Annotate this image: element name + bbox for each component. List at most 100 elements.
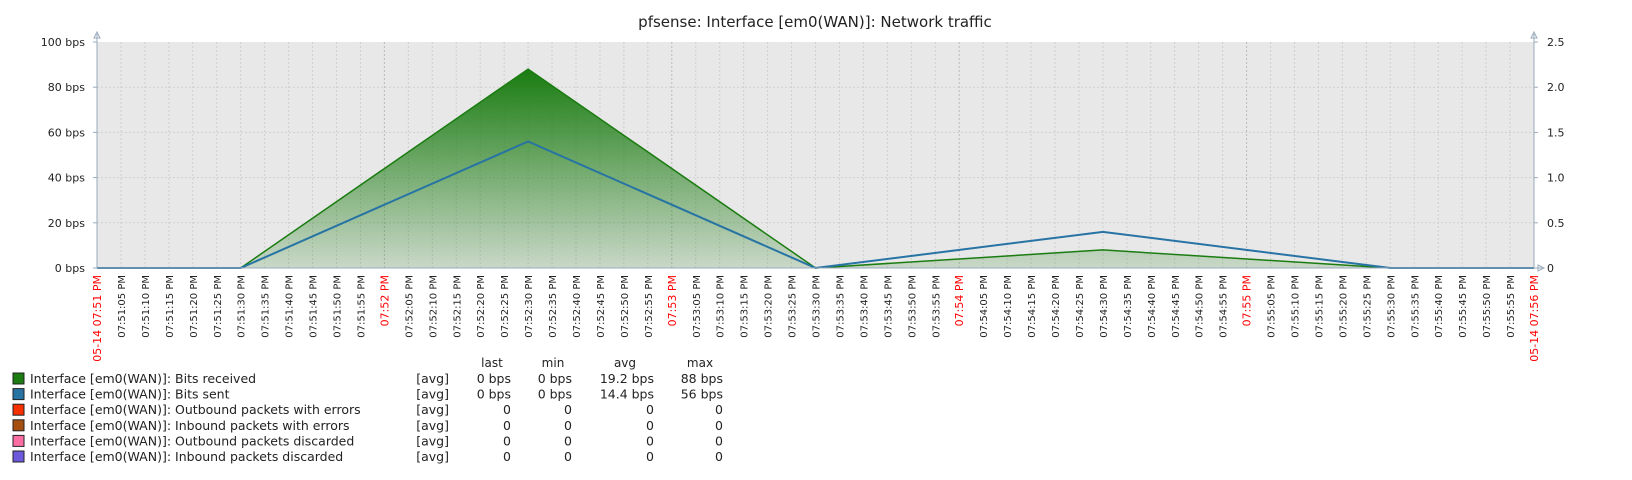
legend-value-max: 0	[715, 418, 723, 433]
y-left-tick-label: 60 bps	[48, 126, 85, 139]
x-tick-label: 07:54:10 PM	[1003, 275, 1014, 338]
legend-value-min: 0 bps	[538, 371, 572, 386]
x-tick-label: 07:52 PM	[378, 275, 391, 326]
legend-func: [avg]	[416, 387, 449, 402]
x-tick-label: 07:51:10 PM	[141, 275, 152, 338]
legend-value-avg: 0	[646, 418, 654, 433]
legend-series-name: Interface [em0(WAN)]: Inbound packets wi…	[30, 418, 350, 433]
legend-value-max: 0	[715, 433, 723, 448]
x-tick-label: 07:51:30 PM	[237, 275, 248, 338]
y-right-tick-label: 1.5	[1547, 126, 1565, 139]
legend-value-last: 0	[503, 449, 511, 464]
x-tick-label: 07:54:40 PM	[1147, 275, 1158, 338]
x-tick-label: 07:52:40 PM	[572, 275, 583, 338]
y-right-tick-label: 0	[1547, 262, 1554, 275]
x-tick-label: 07:55:40 PM	[1434, 275, 1445, 338]
x-tick-label: 07:52:20 PM	[476, 275, 487, 338]
x-tick-label: 07:54:55 PM	[1219, 275, 1230, 338]
legend-value-min: 0	[564, 449, 572, 464]
legend-func: [avg]	[416, 433, 449, 448]
legend-value-last: 0	[503, 433, 511, 448]
x-tick-label: 07:55:55 PM	[1506, 275, 1517, 338]
x-tick-label: 07:51:15 PM	[165, 275, 176, 338]
x-tick-label: 07:53:45 PM	[883, 275, 894, 338]
legend-series-name: Interface [em0(WAN)]: Outbound packets d…	[30, 433, 354, 448]
x-tick-label: 07:53:20 PM	[764, 275, 775, 338]
x-tick-label: 07:53:10 PM	[716, 275, 727, 338]
x-tick-label: 07:52:05 PM	[404, 275, 415, 338]
x-tick-label: 07:52:30 PM	[524, 275, 535, 338]
y-right-tick-label: 1.0	[1547, 172, 1565, 185]
x-tick-label: 07:54:05 PM	[979, 275, 990, 338]
chart-title: pfsense: Interface [em0(WAN)]: Network t…	[638, 13, 992, 31]
x-tick-label: 07:53:40 PM	[859, 275, 870, 338]
legend-value-min: 0	[564, 402, 572, 417]
x-tick-label: 07:53:05 PM	[692, 275, 703, 338]
x-tick-label: 07:54:30 PM	[1099, 275, 1110, 338]
x-tick-label: 07:52:15 PM	[452, 275, 463, 338]
x-tick-label: 07:55:20 PM	[1338, 275, 1349, 338]
legend-value-avg: 0	[646, 449, 654, 464]
x-tick-label: 07:53:55 PM	[931, 275, 942, 338]
x-tick-label: 07:55:15 PM	[1314, 275, 1325, 338]
legend-value-min: 0	[564, 433, 572, 448]
y-right-tick-label: 0.5	[1547, 217, 1565, 230]
x-tick-label: 07:51:05 PM	[117, 275, 128, 338]
legend-value-min: 0 bps	[538, 387, 572, 402]
legend-color-swatch	[12, 372, 25, 385]
y-left-tick-label: 40 bps	[48, 172, 85, 185]
x-tick-label: 07:54:20 PM	[1051, 275, 1062, 338]
y-left-tick-label: 0 bps	[55, 262, 85, 275]
legend-value-avg: 19.2 bps	[600, 371, 654, 386]
x-tick-label: 07:55:10 PM	[1291, 275, 1302, 338]
x-tick-label: 07:52:10 PM	[428, 275, 439, 338]
legend-func: [avg]	[416, 371, 449, 386]
x-tick-label: 07:51:25 PM	[213, 275, 224, 338]
x-tick-label: 07:52:50 PM	[620, 275, 631, 338]
x-tick-label: 07:54:35 PM	[1123, 275, 1134, 338]
x-tick-label: 07:55:30 PM	[1386, 275, 1397, 338]
legend-series-name: Interface [em0(WAN)]: Bits received	[30, 371, 256, 386]
x-tick-label: 07:54 PM	[953, 275, 966, 326]
x-tick-label: 07:54:25 PM	[1075, 275, 1086, 338]
legend-func: [avg]	[416, 449, 449, 464]
x-tick-label: 05-14 07:56 PM	[1528, 275, 1541, 362]
legend-value-last: 0	[503, 418, 511, 433]
x-tick-label: 05-14 07:51 PM	[91, 275, 104, 362]
x-tick-label: 07:55:50 PM	[1482, 275, 1493, 338]
legend-value-max: 88 bps	[681, 371, 723, 386]
legend-color-swatch	[12, 434, 25, 447]
x-tick-label: 07:53:50 PM	[907, 275, 918, 338]
x-tick-label: 07:54:45 PM	[1171, 275, 1182, 338]
x-tick-label: 07:53:15 PM	[740, 275, 751, 338]
x-tick-label: 07:53:25 PM	[788, 275, 799, 338]
x-axis-arrow-icon	[1537, 264, 1546, 272]
y-left-tick-label: 80 bps	[48, 81, 85, 94]
legend-value-last: 0 bps	[477, 371, 511, 386]
x-tick-label: 07:55:25 PM	[1362, 275, 1373, 338]
legend-series-name: Interface [em0(WAN)]: Outbound packets w…	[30, 402, 361, 417]
x-tick-label: 07:52:25 PM	[500, 275, 511, 338]
legend-value-last: 0	[503, 402, 511, 417]
legend-value-max: 0	[715, 449, 723, 464]
x-tick-label: 07:55:45 PM	[1458, 275, 1469, 338]
x-tick-label: 07:54:50 PM	[1195, 275, 1206, 338]
legend-value-avg: 0	[646, 402, 654, 417]
legend-value-last: 0 bps	[477, 387, 511, 402]
y-right-tick-label: 2.0	[1547, 81, 1565, 94]
x-tick-label: 07:51:55 PM	[356, 275, 367, 338]
x-tick-label: 07:51:50 PM	[333, 275, 344, 338]
legend-header-avg: avg	[614, 356, 636, 370]
y-left-tick-label: 100 bps	[41, 36, 85, 49]
legend-func: [avg]	[416, 402, 449, 417]
x-tick-label: 07:55:35 PM	[1410, 275, 1421, 338]
x-tick-label: 07:51:35 PM	[261, 275, 272, 338]
x-tick-label: 07:52:55 PM	[644, 275, 655, 338]
y-right-arrow-icon	[1530, 30, 1538, 39]
axes: 05-14 07:51 PM 07:51:05 PM 07:51:10 PM 07:5…	[41, 30, 1565, 362]
x-tick-label: 07:53:30 PM	[812, 275, 823, 338]
x-tick-label: 07:51:45 PM	[309, 275, 320, 338]
legend-color-swatch	[12, 450, 25, 463]
legend-header-last: last	[481, 356, 503, 370]
